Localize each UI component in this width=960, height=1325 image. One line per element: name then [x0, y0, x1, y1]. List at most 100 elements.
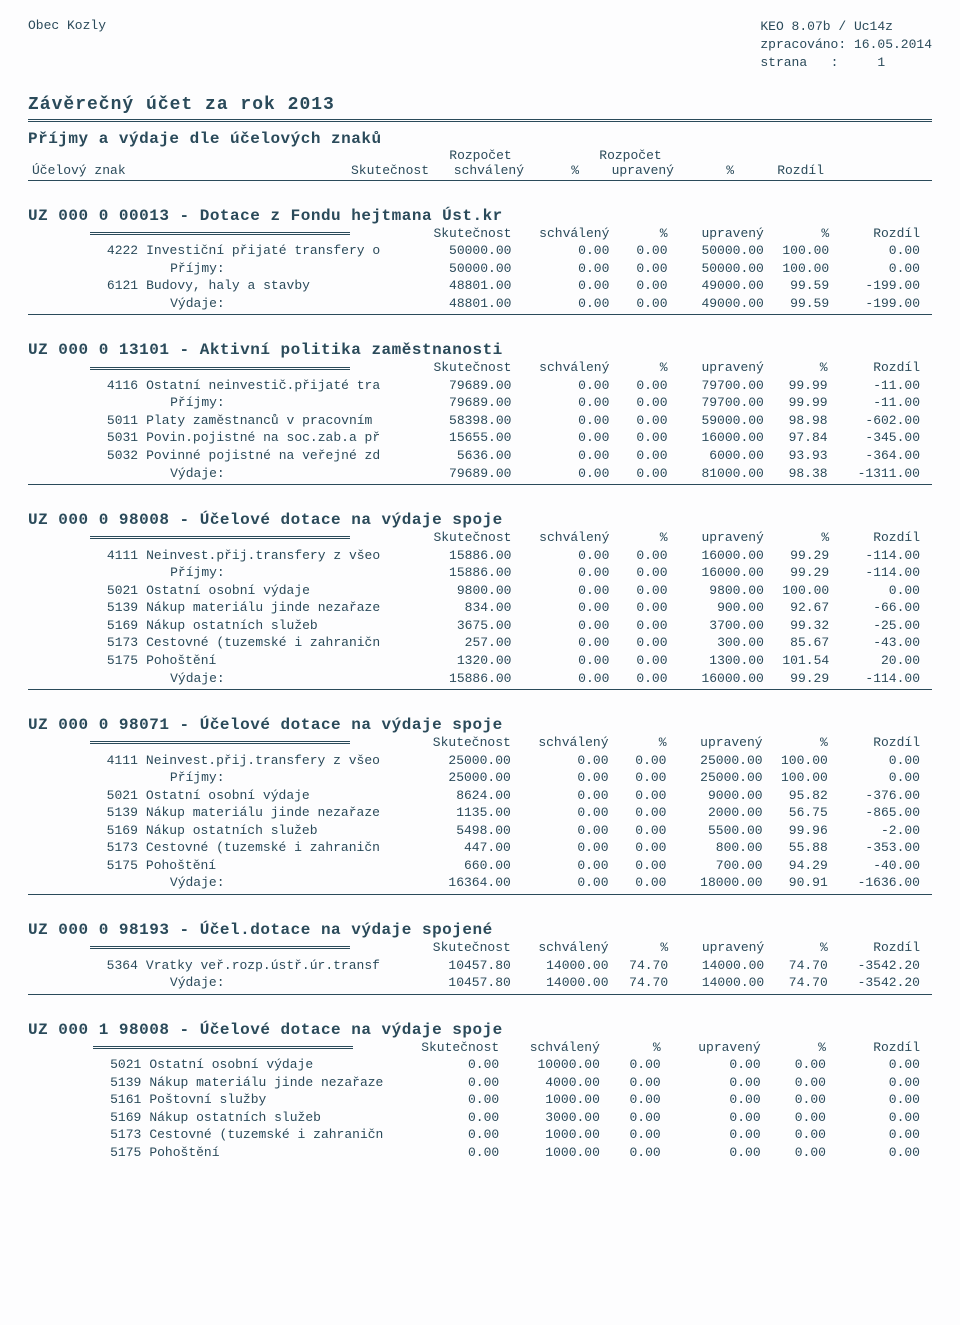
table-row: 5021Ostatní osobní výdaje9800.000.000.00… — [28, 582, 932, 600]
row-label: Ostatní osobní výdaje — [142, 787, 416, 805]
uz-title: UZ 000 0 98008 - Účelové dotace na výdaj… — [28, 511, 932, 529]
table-row: 5139Nákup materiálu jinde nezařaze834.00… — [28, 599, 932, 617]
row-code: 5169 — [28, 617, 142, 635]
row-schv: 0.00 — [515, 447, 613, 465]
row-pct2: 99.29 — [768, 564, 833, 582]
uz-rule — [90, 741, 350, 744]
row-rozd: -114.00 — [833, 670, 924, 688]
table-row: 5173Cestovné (tuzemské i zahraničn0.0010… — [28, 1126, 932, 1144]
row-skut: 15886.00 — [416, 547, 516, 565]
row-upr: 9800.00 — [672, 582, 768, 600]
table-row: 5175Pohoštění1320.000.000.001300.00101.5… — [28, 652, 932, 670]
sub-schv: schválený — [515, 529, 613, 547]
table-row: Výdaje:16364.000.000.0018000.0090.91-163… — [28, 874, 932, 892]
row-label: Vratky veř.rozp.ústř.úr.transf — [142, 957, 416, 975]
row-schv: 0.00 — [515, 822, 613, 840]
table-row: 5175Pohoštění0.001000.000.000.000.000.00 — [28, 1144, 932, 1162]
row-pct1: 0.00 — [613, 787, 671, 805]
row-schv: 0.00 — [515, 295, 613, 313]
row-upr: 16000.00 — [672, 547, 768, 565]
table-row: Příjmy:15886.000.000.0016000.0099.29-114… — [28, 564, 932, 582]
table-row: 4111Neinvest.přij.transfery z všeo25000.… — [28, 752, 932, 770]
row-pct1: 0.00 — [613, 260, 671, 278]
row-upr: 1300.00 — [672, 652, 768, 670]
row-skut: 50000.00 — [416, 242, 516, 260]
row-pct2: 99.29 — [768, 547, 833, 565]
row-upr: 6000.00 — [672, 447, 768, 465]
row-pct1: 0.00 — [613, 670, 671, 688]
sub-schv: schválený — [515, 359, 613, 377]
row-upr: 79700.00 — [672, 377, 768, 395]
row-pct1: 0.00 — [613, 377, 671, 395]
uz-group: UZ 000 0 13101 - Aktivní politika zaměst… — [28, 341, 932, 485]
row-pct1: 0.00 — [613, 804, 671, 822]
row-rozd: -1311.00 — [832, 465, 924, 483]
row-pct2: 0.00 — [765, 1126, 830, 1144]
processed-date: 16.05.2014 — [854, 37, 932, 52]
row-pct1: 0.00 — [613, 394, 671, 412]
row-code: 4116 — [28, 377, 142, 395]
row-skut: 257.00 — [416, 634, 516, 652]
table-row: 6121Budovy, haly a stavby48801.000.000.0… — [28, 277, 932, 295]
row-code: 4111 — [28, 547, 142, 565]
row-pct2: 99.29 — [768, 670, 833, 688]
row-schv: 0.00 — [515, 277, 613, 295]
row-label: Investiční přijaté transfery o — [142, 242, 416, 260]
row-schv: 0.00 — [515, 670, 613, 688]
group-bottom-rule — [28, 894, 932, 895]
table-row: 5139Nákup materiálu jinde nezařaze0.0040… — [28, 1074, 932, 1092]
uz-group: UZ 000 0 98193 - Účel.dotace na výdaje s… — [28, 921, 932, 995]
row-pct2: 0.00 — [765, 1056, 830, 1074]
row-schv: 0.00 — [515, 547, 613, 565]
row-pct1: 0.00 — [604, 1144, 665, 1162]
row-label: Ostatní osobní výdaje — [142, 582, 416, 600]
uz-subheader: Skutečnostschválený%upravený%Rozdíl — [28, 359, 932, 377]
table-row: 5021Ostatní osobní výdaje8624.000.000.00… — [28, 787, 932, 805]
row-rozd: 0.00 — [832, 752, 924, 770]
uz-subheader: Skutečnostschválený%upravený%Rozdíl — [28, 1039, 932, 1057]
row-pct2: 99.99 — [768, 394, 832, 412]
row-label: Neinvest.přij.transfery z všeo — [142, 547, 416, 565]
row-label: Příjmy: — [142, 769, 416, 787]
table-row: Výdaje:48801.000.000.0049000.0099.59-199… — [28, 295, 932, 313]
row-code: 5161 — [28, 1091, 145, 1109]
sub-rozd: Rozdíl — [832, 939, 924, 957]
group-bottom-rule — [28, 314, 932, 315]
sub-pct2: % — [768, 939, 832, 957]
sub-skut: Skutečnost — [416, 225, 516, 243]
row-label: Příjmy: — [142, 394, 416, 412]
table-row: 5011Platy zaměstnanců v pracovním58398.0… — [28, 412, 932, 430]
sub-rozd: Rozdíl — [830, 1039, 924, 1057]
row-label: Příjmy: — [142, 564, 416, 582]
row-code — [28, 260, 142, 278]
sub-pct1: % — [613, 359, 671, 377]
row-rozd: 0.00 — [830, 1074, 924, 1092]
uz-table: Skutečnostschválený%upravený%Rozdíl4111N… — [28, 734, 932, 892]
row-code: 5169 — [28, 1109, 145, 1127]
table-row: Výdaje:15886.000.000.0016000.0099.29-114… — [28, 670, 932, 688]
row-pct1: 0.00 — [613, 295, 671, 313]
row-upr: 79700.00 — [672, 394, 768, 412]
row-code — [28, 394, 142, 412]
row-pct1: 0.00 — [613, 752, 671, 770]
row-upr: 2000.00 — [671, 804, 767, 822]
row-skut: 48801.00 — [416, 277, 516, 295]
row-rozd: -1636.00 — [832, 874, 924, 892]
row-upr: 900.00 — [672, 599, 768, 617]
row-label: Platy zaměstnanců v pracovním — [142, 412, 416, 430]
row-pct2: 93.93 — [768, 447, 832, 465]
row-code: 5139 — [28, 1074, 145, 1092]
row-upr: 16000.00 — [672, 564, 768, 582]
row-code: 5175 — [28, 652, 142, 670]
row-rozd: -43.00 — [833, 634, 924, 652]
row-upr: 59000.00 — [672, 412, 768, 430]
row-rozd: 20.00 — [833, 652, 924, 670]
row-pct1: 0.00 — [613, 564, 671, 582]
table-row: Výdaje:79689.000.000.0081000.0098.38-131… — [28, 465, 932, 483]
row-pct2: 90.91 — [767, 874, 832, 892]
org-name: Obec Kozly — [28, 18, 106, 73]
group-bottom-rule — [28, 484, 932, 485]
uz-subheader: Skutečnostschválený%upravený%Rozdíl — [28, 529, 932, 547]
row-label: Pohoštění — [145, 1144, 402, 1162]
row-skut: 0.00 — [402, 1109, 503, 1127]
